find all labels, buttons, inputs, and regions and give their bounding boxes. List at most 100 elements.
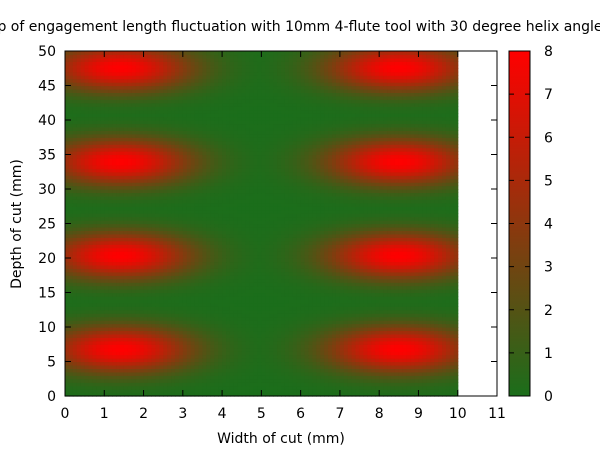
heatmap-cell bbox=[80, 309, 86, 314]
heatmap-cell bbox=[292, 306, 298, 311]
heatmap-cell bbox=[198, 392, 204, 397]
heatmap-cell bbox=[383, 364, 388, 369]
heatmap-cell bbox=[237, 254, 243, 259]
heatmap-cell bbox=[155, 392, 160, 397]
heatmap-cell bbox=[174, 244, 180, 249]
heatmap-cell bbox=[68, 389, 74, 394]
heatmap-cell bbox=[167, 382, 172, 387]
heatmap-cell bbox=[453, 392, 459, 397]
heatmap-cell bbox=[139, 371, 145, 376]
heatmap-cell bbox=[190, 368, 196, 373]
heatmap-cell bbox=[430, 371, 435, 376]
heatmap-cell bbox=[155, 268, 160, 273]
heatmap-cell bbox=[241, 285, 247, 290]
heatmap-cell bbox=[434, 226, 439, 231]
heatmap-cell bbox=[163, 347, 168, 352]
heatmap-cell bbox=[383, 237, 388, 242]
heatmap-cell bbox=[112, 271, 117, 276]
heatmap-cell bbox=[116, 361, 121, 366]
heatmap-cell bbox=[229, 268, 235, 273]
heatmap-cell bbox=[147, 264, 152, 269]
heatmap-cell bbox=[426, 237, 431, 242]
heatmap-cell bbox=[182, 271, 188, 276]
heatmap-cell bbox=[355, 254, 361, 259]
heatmap-cell bbox=[147, 233, 152, 238]
heatmap-cell bbox=[108, 354, 113, 359]
heatmap-cell bbox=[347, 278, 353, 283]
heatmap-cell bbox=[80, 295, 86, 300]
heatmap-cell bbox=[332, 364, 337, 369]
heatmap-cell bbox=[398, 382, 404, 387]
heatmap-cell bbox=[237, 392, 243, 397]
heatmap-cell bbox=[119, 378, 125, 383]
heatmap-cell bbox=[194, 368, 200, 373]
heatmap-cell bbox=[92, 313, 98, 318]
heatmap-cell bbox=[387, 340, 392, 345]
heatmap-cell bbox=[84, 347, 90, 352]
heatmap-cell bbox=[328, 320, 333, 325]
heatmap-cell bbox=[222, 299, 227, 304]
heatmap-cell bbox=[245, 244, 251, 249]
heatmap-cell bbox=[233, 289, 239, 294]
heatmap-cell bbox=[92, 278, 98, 283]
heatmap-cell bbox=[281, 278, 286, 283]
heatmap-cell bbox=[210, 299, 215, 304]
heatmap-cell bbox=[410, 340, 416, 345]
heatmap-cell bbox=[119, 244, 125, 249]
heatmap-cell bbox=[206, 226, 211, 231]
heatmap-cell bbox=[292, 302, 298, 307]
heatmap-cell bbox=[363, 347, 368, 352]
heatmap-cell bbox=[186, 244, 192, 249]
heatmap-cell bbox=[167, 358, 172, 363]
heatmap-cell bbox=[241, 264, 247, 269]
heatmap-cell bbox=[229, 230, 235, 235]
heatmap-cell bbox=[72, 337, 78, 342]
heatmap-cell bbox=[68, 237, 74, 242]
heatmap-cell bbox=[430, 285, 435, 290]
heatmap-cell bbox=[359, 226, 365, 231]
heatmap-cell bbox=[218, 264, 223, 269]
heatmap-cell bbox=[100, 237, 105, 242]
heatmap-cell bbox=[398, 233, 404, 238]
heatmap-cell bbox=[163, 333, 168, 338]
heatmap-cell bbox=[80, 223, 86, 228]
heatmap-cell bbox=[253, 330, 259, 335]
heatmap-cell bbox=[363, 371, 368, 376]
heatmap-cell bbox=[375, 233, 380, 238]
heatmap-cell bbox=[233, 392, 239, 397]
heatmap-cell bbox=[316, 389, 321, 394]
heatmap-cell bbox=[123, 247, 129, 252]
heatmap-cell bbox=[426, 327, 431, 332]
heatmap-cell bbox=[72, 389, 78, 394]
heatmap-cell bbox=[96, 223, 101, 228]
heatmap-cell bbox=[96, 347, 101, 352]
heatmap-cell bbox=[178, 264, 184, 269]
heatmap-cell bbox=[438, 295, 443, 300]
heatmap-cell bbox=[108, 364, 113, 369]
heatmap-cell bbox=[163, 361, 168, 366]
heatmap-cell bbox=[277, 289, 282, 294]
heatmap-cell bbox=[96, 299, 101, 304]
heatmap-cell bbox=[108, 285, 113, 290]
heatmap-cell bbox=[316, 258, 321, 263]
heatmap-cell bbox=[257, 302, 262, 307]
heatmap-cell bbox=[335, 378, 341, 383]
heatmap-cell bbox=[335, 385, 341, 390]
heatmap-cell bbox=[296, 302, 302, 307]
heatmap-cell bbox=[383, 320, 388, 325]
heatmap-cell bbox=[394, 292, 400, 297]
heatmap-cell bbox=[418, 340, 423, 345]
heatmap-cell bbox=[135, 282, 141, 287]
heatmap-cell bbox=[300, 295, 306, 300]
heatmap-cell bbox=[363, 223, 368, 228]
heatmap-cell bbox=[202, 389, 207, 394]
heatmap-cell bbox=[65, 230, 70, 235]
heatmap-cell bbox=[304, 240, 310, 245]
heatmap-cell bbox=[159, 237, 164, 242]
heatmap-cell bbox=[269, 230, 274, 235]
heatmap-cell bbox=[159, 358, 164, 363]
heatmap-cell bbox=[245, 371, 251, 376]
heatmap-cell bbox=[265, 254, 270, 259]
heatmap-cell bbox=[155, 237, 160, 242]
heatmap-cell bbox=[453, 247, 459, 252]
